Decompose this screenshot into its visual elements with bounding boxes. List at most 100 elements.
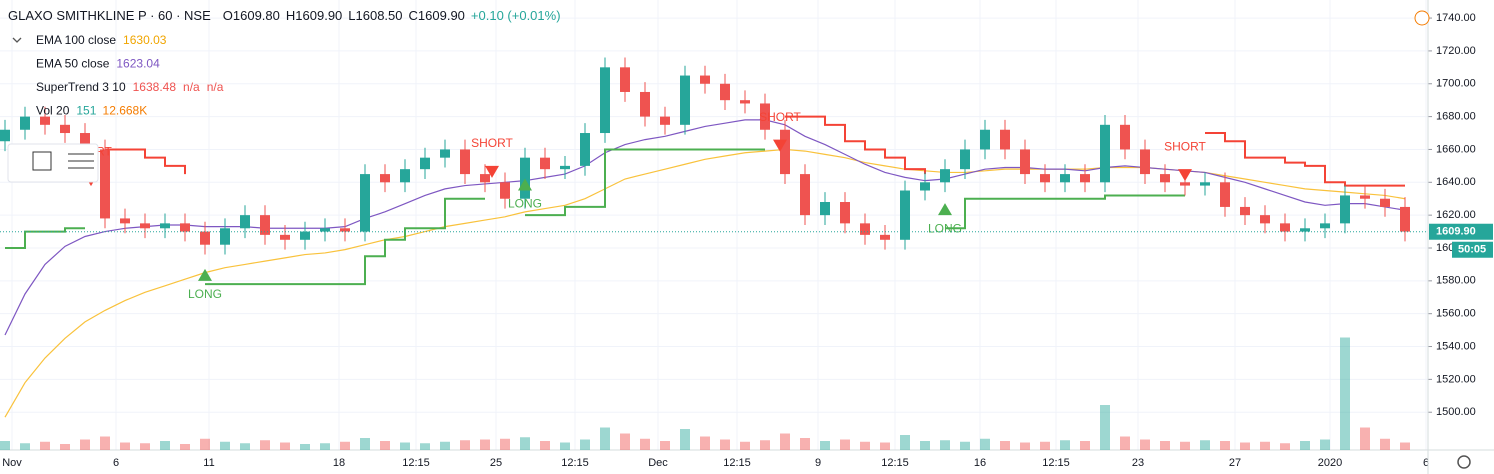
signal-label: SHORT [1164, 139, 1206, 153]
candle-body [640, 91, 650, 117]
candle-body [980, 129, 990, 150]
candle-body [440, 149, 450, 158]
alert-icon [1414, 10, 1430, 26]
candle-body [900, 190, 910, 240]
signal-arrow [1178, 169, 1192, 182]
candle-body [660, 116, 670, 125]
candle-body [880, 234, 890, 240]
header-text: 1630.03 [123, 33, 167, 47]
toolbar-icon [32, 151, 52, 171]
header-text: C [409, 8, 418, 23]
candle-body [360, 174, 370, 232]
volume-bar [1380, 438, 1390, 450]
volume-bar [800, 438, 810, 450]
candle-body [420, 157, 430, 170]
volume-bar [380, 441, 390, 450]
candle-body [380, 174, 390, 183]
volume-bar [820, 441, 830, 450]
volume-bar [1260, 441, 1270, 450]
x-tick-label: Dec [648, 457, 668, 469]
volume-bar [500, 438, 510, 450]
volume-bar [620, 433, 630, 450]
candle-body [200, 231, 210, 245]
candle-body [1060, 174, 1070, 183]
volume-bar [540, 441, 550, 450]
candle-body [60, 124, 70, 134]
volume-bar [580, 439, 590, 450]
candle-body [520, 157, 530, 199]
volume-bar [120, 442, 130, 450]
volume-bar [780, 433, 790, 450]
volume-bar [1220, 441, 1230, 450]
volume-bar [1000, 441, 1010, 450]
header-text: n/a [183, 80, 200, 94]
header-text: 1609.90 [418, 8, 465, 23]
toolbar [7, 143, 99, 183]
candle-body [100, 149, 110, 219]
volume-bar [1020, 442, 1030, 450]
volume-bar [1300, 441, 1310, 450]
volume-bar [940, 440, 950, 450]
volume-bar [160, 441, 170, 450]
candle-body [1240, 206, 1250, 216]
candle-body [680, 75, 690, 125]
volume-bar [720, 439, 730, 450]
volume-bar [300, 444, 310, 450]
toolbar-icon [68, 153, 94, 169]
x-tick-label: 2020 [1318, 457, 1342, 469]
countdown-box [1452, 241, 1493, 258]
candle-body [620, 67, 630, 92]
y-tick-label: 1560.00 [1436, 308, 1476, 320]
volume-bar [1280, 443, 1290, 450]
candle-body [1160, 174, 1170, 183]
volume-bar [420, 443, 430, 450]
volume-bar [1360, 427, 1370, 450]
volume-bar [660, 441, 670, 450]
signal-arrow [485, 165, 499, 178]
signal-arrow [518, 178, 532, 191]
volume-bar [460, 440, 470, 450]
candle-body [1180, 182, 1190, 186]
volume-bar [480, 439, 490, 450]
header-text: 12.668K [103, 104, 148, 118]
volume-bar [860, 441, 870, 450]
volume-bar [400, 442, 410, 450]
volume-bar [1180, 441, 1190, 450]
legend-entry: EMA 50 close 1623.04 [36, 57, 160, 71]
candle-body [0, 129, 10, 142]
header-text: n/a [207, 80, 224, 94]
candle-body [120, 218, 130, 224]
signal-arrow [773, 139, 787, 152]
candle-body [1000, 129, 1010, 150]
signal-label: LONG [928, 221, 962, 235]
candle-body [140, 223, 150, 229]
y-tick-label: 1580.00 [1436, 275, 1476, 287]
volume-bar [1320, 439, 1330, 450]
indicator-line [105, 115, 1405, 187]
volume-bar [200, 438, 210, 450]
x-tick-label: 12:15 [402, 457, 430, 469]
candle-body [180, 223, 190, 232]
volume-bar [240, 443, 250, 450]
header-text: O [223, 8, 233, 23]
candle-body [700, 75, 710, 84]
x-tick-label: 27 [1229, 457, 1241, 469]
candle-body [940, 169, 950, 183]
candle-body [1300, 228, 1310, 232]
volume-bar [1040, 441, 1050, 450]
candle-body [460, 149, 470, 175]
y-tick-label: 1500.00 [1436, 406, 1476, 418]
x-tick-label: 12:15 [881, 457, 909, 469]
volume-bar [1080, 441, 1090, 450]
candle-body [760, 103, 770, 130]
candle-body [1260, 215, 1270, 224]
header-text: EMA 100 close [36, 33, 116, 47]
candle-body [160, 223, 170, 229]
volume-bar [60, 444, 70, 450]
y-tick-label: 1700.00 [1436, 78, 1476, 90]
candle-body [240, 215, 250, 229]
candle-body [1360, 195, 1370, 199]
candle-body [920, 182, 930, 191]
